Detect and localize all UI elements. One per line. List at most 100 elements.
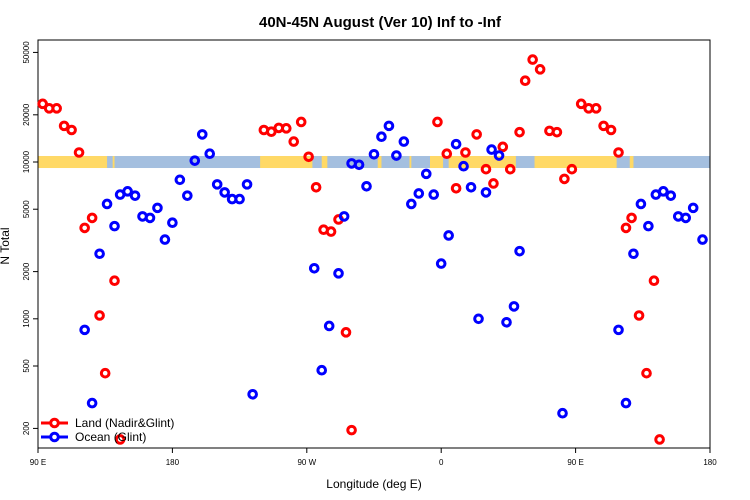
legend-label: Ocean (Glint) (75, 430, 146, 444)
data-point (58, 120, 70, 132)
legend-marker (49, 431, 60, 443)
data-point (620, 397, 632, 409)
land-segment (377, 156, 382, 169)
data-point (598, 120, 609, 132)
data-point (211, 179, 223, 190)
data-point (79, 324, 90, 336)
data-point (443, 230, 454, 241)
data-point (665, 190, 677, 201)
land-segment (321, 156, 328, 169)
data-point (613, 324, 624, 336)
data-point (697, 234, 708, 245)
data-point (79, 222, 90, 234)
land-segment (38, 156, 108, 169)
land-segment (430, 156, 444, 169)
y-axis-ticks: 200 500 1000 2000 5000 10000 20000 50000 (22, 41, 38, 435)
y-tick-label: 2000 (22, 262, 31, 280)
data-point (680, 212, 692, 224)
data-point (152, 202, 163, 214)
data-point (376, 131, 387, 143)
data-point (441, 148, 453, 159)
data-point (504, 163, 516, 175)
data-point (648, 275, 660, 287)
data-point (353, 159, 365, 171)
data-point (497, 141, 509, 153)
data-point (486, 144, 497, 155)
data-point (575, 98, 587, 110)
data-point (241, 179, 253, 190)
data-point (635, 198, 647, 210)
data-point (174, 174, 186, 186)
data-point (551, 126, 563, 138)
data-point (658, 186, 669, 197)
data-point (308, 262, 320, 274)
land-segment (409, 156, 412, 169)
x-tick-label: 90 W (297, 458, 316, 467)
data-point (460, 147, 471, 158)
data-point (159, 234, 171, 245)
data-point (471, 129, 482, 140)
y-tick-label: 10000 (22, 150, 31, 173)
data-point (613, 147, 624, 158)
data-point (641, 367, 652, 379)
data-point (316, 364, 328, 376)
data-point (310, 181, 322, 193)
land-segment (112, 156, 115, 169)
y-tick-label: 500 (22, 359, 31, 373)
data-points (37, 54, 708, 445)
data-point (51, 103, 62, 114)
data-point (450, 138, 462, 150)
data-point (122, 186, 133, 197)
data-point (406, 198, 417, 210)
data-point (557, 407, 568, 419)
data-point (295, 116, 307, 128)
data-point (323, 320, 335, 332)
x-tick-label: 180 (166, 458, 180, 467)
data-point (428, 189, 440, 200)
data-point (420, 168, 432, 180)
y-tick-label: 200 (22, 421, 31, 435)
data-point (73, 147, 85, 158)
land-ocean-mask (38, 156, 710, 169)
x-tick-label: 180 (703, 458, 717, 467)
x-tick-label: 90 E (567, 458, 583, 467)
plot-frame (37, 39, 711, 449)
series-land (37, 54, 665, 445)
data-point (465, 181, 477, 193)
data-point (86, 212, 98, 224)
data-point (473, 313, 484, 325)
data-point (450, 182, 462, 194)
data-point (590, 103, 602, 114)
y-tick-label: 1000 (22, 309, 31, 327)
data-point (325, 226, 337, 237)
data-point (514, 126, 525, 138)
data-point (361, 181, 372, 192)
data-point (391, 150, 402, 161)
x-tick-label: 90 E (30, 458, 46, 467)
data-point (94, 310, 105, 321)
plot-border (37, 39, 711, 449)
data-point (534, 64, 546, 75)
data-point (189, 155, 201, 166)
x-axis-ticks: 90 E 180 90 W 0 90 E 180 (30, 448, 717, 467)
data-point (458, 160, 469, 172)
land-segment (629, 156, 634, 169)
data-point (501, 317, 512, 328)
data-point (109, 220, 120, 232)
data-point (234, 193, 245, 205)
data-point (333, 268, 344, 279)
data-point (488, 178, 499, 189)
x-axis-label: Longitude (deg E) (326, 477, 421, 491)
data-point (114, 434, 126, 445)
data-point (435, 258, 447, 269)
data-point (493, 150, 505, 161)
data-point (101, 198, 113, 210)
data-point (368, 148, 380, 160)
data-point (144, 212, 156, 224)
legend: Land (Nadir&Glint)Ocean (Glint) (41, 416, 174, 444)
data-point (196, 129, 208, 140)
data-point (247, 389, 258, 400)
data-point (338, 211, 350, 222)
legend-marker (49, 417, 60, 429)
